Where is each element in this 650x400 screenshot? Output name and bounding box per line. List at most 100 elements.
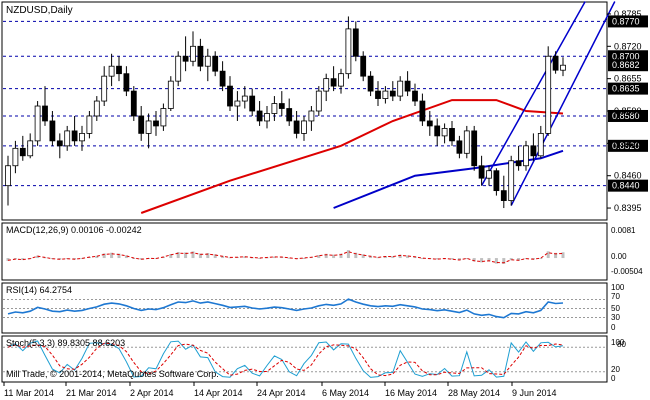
price-axis-label: 0.8460 xyxy=(614,171,642,181)
rsi-panel[interactable] xyxy=(1,282,608,334)
candle-body xyxy=(167,80,174,109)
candle xyxy=(64,125,71,151)
candle-body xyxy=(249,95,256,112)
candle-body xyxy=(419,100,426,122)
candle xyxy=(271,96,278,121)
candle xyxy=(441,123,448,144)
candle xyxy=(323,73,330,102)
macd-bar xyxy=(36,255,40,259)
candle-body xyxy=(197,45,204,67)
candle xyxy=(153,111,159,136)
fast-ma-line xyxy=(140,99,564,214)
candle xyxy=(116,56,122,82)
candle xyxy=(219,61,226,92)
candle-body xyxy=(123,73,130,92)
level-tag-bg xyxy=(608,82,648,95)
candle-body xyxy=(338,73,344,87)
stoch-title: Stoch(5,3,3) 89.8305 88.6203 xyxy=(6,338,125,348)
time-axis-label: 6 May 2014 xyxy=(322,388,369,398)
candle-body xyxy=(64,130,71,147)
candle-body xyxy=(352,28,359,57)
time-axis-label: 28 May 2014 xyxy=(448,388,500,398)
candle-body xyxy=(375,90,381,99)
candle-body xyxy=(34,105,41,142)
macd-bar xyxy=(95,255,99,259)
level-tag-bg xyxy=(608,179,648,192)
macd-bar xyxy=(80,258,84,260)
candle xyxy=(256,101,263,126)
channel-lines xyxy=(480,1,616,206)
candle-body xyxy=(19,147,26,157)
candle xyxy=(560,57,566,77)
macd-axis-label: -0.00504 xyxy=(611,267,643,276)
candle xyxy=(108,53,115,87)
stoch-signal-line xyxy=(7,342,564,377)
macd-bar xyxy=(213,254,217,259)
copyright-text: Mill Trade, © 2001-2014, MetaQuotes Soft… xyxy=(6,369,219,379)
candle-body xyxy=(219,70,226,87)
candle xyxy=(145,113,152,149)
main-price-panel[interactable] xyxy=(1,1,608,221)
candle-body xyxy=(360,55,367,77)
candle xyxy=(227,76,233,111)
candle xyxy=(508,155,515,206)
macd-bar xyxy=(539,258,543,260)
candle-body xyxy=(27,140,34,157)
candle xyxy=(5,155,11,206)
candle xyxy=(530,133,537,161)
candle-body xyxy=(500,190,507,201)
macd-bar xyxy=(494,258,498,264)
candle-body xyxy=(12,147,19,167)
candle xyxy=(34,101,41,146)
macd-signal-line xyxy=(7,251,564,264)
macd-title: MACD(12,26,9) 0.00106 -0.00242 xyxy=(6,225,142,235)
time-axis-label: 24 Apr 2014 xyxy=(257,388,306,398)
candle-body xyxy=(101,75,108,102)
candle xyxy=(449,120,455,146)
price-axis-label: 0.8720 xyxy=(614,41,642,51)
channel-line xyxy=(510,1,616,206)
stoch-axis-label: 0 xyxy=(611,374,616,383)
macd-bar xyxy=(191,251,195,259)
macd-bar xyxy=(198,253,202,259)
time-axis-label: 16 May 2014 xyxy=(385,388,437,398)
candle xyxy=(397,76,404,102)
candle-body xyxy=(515,160,522,167)
macd-bar xyxy=(332,254,336,259)
current-price-tag xyxy=(608,59,648,72)
stoch-panel[interactable] xyxy=(1,335,608,383)
candle xyxy=(234,91,241,121)
level-tag-bg xyxy=(608,15,648,28)
moving-averages xyxy=(140,99,564,214)
candle-body xyxy=(389,90,396,97)
macd-bar xyxy=(369,255,373,259)
macd-bar xyxy=(554,252,558,259)
level-tag-label: 0.8700 xyxy=(612,51,640,61)
candle-body xyxy=(108,65,115,77)
macd-bar xyxy=(391,256,395,259)
candle xyxy=(190,31,196,67)
candle-body xyxy=(545,55,552,134)
candle xyxy=(86,111,93,139)
macd-bar xyxy=(457,258,461,261)
macd-bar xyxy=(169,254,173,259)
candle xyxy=(412,83,418,107)
macd-panel[interactable] xyxy=(1,222,608,281)
candle xyxy=(71,115,78,146)
candle xyxy=(79,125,85,151)
macd-bar xyxy=(502,258,506,264)
rsi-series xyxy=(3,298,606,319)
candle xyxy=(389,81,396,102)
candle-body xyxy=(478,165,485,179)
candle xyxy=(123,66,130,97)
channel-line xyxy=(480,1,586,187)
candle-body xyxy=(345,28,352,75)
stoch-main-line xyxy=(7,340,564,378)
candle xyxy=(249,88,256,116)
candle-body xyxy=(456,140,463,154)
candle-body xyxy=(508,160,515,201)
candle-body xyxy=(145,120,152,134)
candle xyxy=(486,165,492,186)
macd-bar xyxy=(420,258,424,260)
